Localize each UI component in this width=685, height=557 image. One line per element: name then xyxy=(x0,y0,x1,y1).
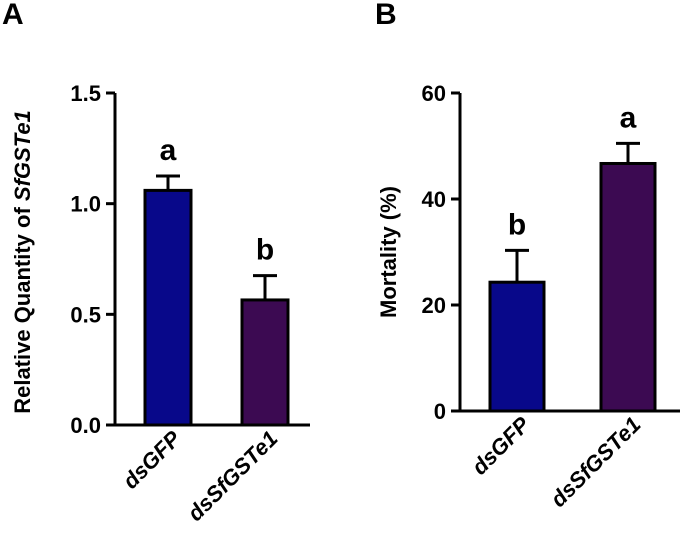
significance-letter: a xyxy=(620,101,637,134)
bar xyxy=(240,298,290,427)
y-tick-label: 0 xyxy=(434,399,446,424)
y-tick-label: 40 xyxy=(422,187,446,212)
category-label: dsGFP xyxy=(467,412,535,480)
category-label: dsSfGSTe1 xyxy=(545,412,645,512)
bar xyxy=(143,188,193,427)
y-tick-label: 1.5 xyxy=(70,81,101,106)
y-tick-label: 0.0 xyxy=(70,413,101,438)
bar xyxy=(488,280,546,413)
category-label: dsGFP xyxy=(118,426,186,494)
y-tick-label: 0.5 xyxy=(70,302,101,327)
y-axis-title: Relative Quantity of SfGSTe1 xyxy=(10,110,35,414)
significance-letter: b xyxy=(508,208,526,241)
bar xyxy=(599,161,657,413)
y-tick-label: 20 xyxy=(422,293,446,318)
y-axis-title-gene: SfGSTe1 xyxy=(10,110,35,201)
significance-letter: a xyxy=(160,134,177,167)
panel-b: B 0 20 40 60 Mortality (%) b dsGFP a dsSfGSTe1 xyxy=(375,0,680,512)
y-tick-label: 1.0 xyxy=(70,192,101,217)
panel-letter: B xyxy=(375,0,397,31)
y-axis-title-text: Relative Quantity of xyxy=(10,201,35,414)
y-axis-title: Mortality (%) xyxy=(376,186,401,318)
panel-letter: A xyxy=(2,0,24,31)
y-tick-label: 60 xyxy=(422,81,446,106)
category-label: dsSfGSTe1 xyxy=(182,426,282,526)
significance-letter: b xyxy=(256,234,274,267)
panel-a: A 0.0 0.5 1.0 1.5 Relative Quantity of SfGSTe… xyxy=(2,0,310,526)
